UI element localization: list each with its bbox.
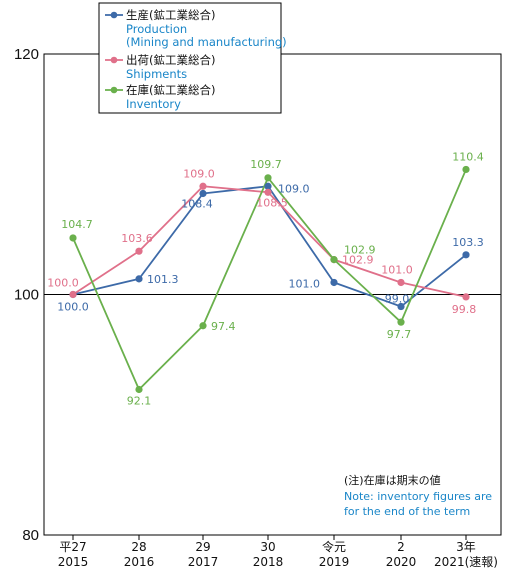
point-inventory-3 bbox=[264, 174, 272, 182]
point-shipments-5 bbox=[397, 278, 405, 287]
data-label-inventory-4: 102.9 bbox=[344, 244, 376, 257]
data-label-inventory-3: 109.7 bbox=[250, 158, 282, 171]
data-label-shipments-2: 109.0 bbox=[183, 167, 215, 180]
legend-swatch-marker-shipments bbox=[110, 56, 118, 64]
point-shipments-6 bbox=[462, 293, 470, 301]
data-labels-group: 100.0 101.3 108.4 109.0 101.0 99.0 103.3 100.0 1… bbox=[47, 150, 484, 407]
point-production-5 bbox=[397, 302, 405, 311]
point-shipments-0 bbox=[69, 290, 77, 299]
data-label-inventory-6: 110.4 bbox=[452, 150, 484, 163]
series-group bbox=[69, 165, 470, 394]
legend-swatch-marker-inventory bbox=[110, 86, 118, 94]
y-axis: 80 100 120 bbox=[14, 46, 39, 544]
point-inventory-2 bbox=[199, 322, 207, 330]
note-jp: (注)在庫は期末の値 bbox=[344, 473, 441, 487]
data-label-production-2: 108.4 bbox=[181, 197, 213, 210]
x-tick-label-1-line-1: 28 bbox=[131, 540, 146, 554]
data-label-inventory-5: 97.7 bbox=[387, 328, 412, 341]
x-tick-label-3-line-1: 30 bbox=[260, 540, 275, 554]
note-en-line-2: for the end of the term bbox=[344, 505, 470, 518]
y-tick-label-80: 80 bbox=[22, 527, 39, 544]
data-label-production-4: 101.0 bbox=[289, 277, 321, 290]
point-inventory-1 bbox=[135, 385, 143, 394]
legend-items: 生産(鉱工業総合)Production(Mining and manufactu… bbox=[105, 8, 287, 111]
point-inventory-6 bbox=[462, 165, 470, 174]
point-production-2 bbox=[199, 189, 207, 198]
data-label-inventory-1: 92.1 bbox=[127, 394, 152, 407]
data-label-production-0: 100.0 bbox=[57, 301, 89, 314]
x-tick-label-6-line-1: 3年 bbox=[456, 540, 476, 554]
note-en-line-1: Note: inventory figures are bbox=[344, 490, 492, 503]
point-shipments-1 bbox=[135, 247, 143, 255]
legend: 生産(鉱工業総合)Production(Mining and manufactu… bbox=[98, 2, 287, 114]
x-tick-label-5-line-1: 2 bbox=[397, 540, 405, 554]
legend-label-en-production: Production bbox=[126, 22, 187, 36]
point-inventory-5 bbox=[397, 318, 405, 326]
x-tick-label-5-line-2: 2020 bbox=[386, 555, 417, 569]
legend-swatch-marker-production bbox=[110, 11, 118, 19]
point-production-3 bbox=[264, 182, 272, 190]
x-tick-label-6-line-2: 2021(速報) bbox=[434, 555, 498, 569]
data-label-shipments-4: 102.9 bbox=[342, 254, 374, 267]
data-label-shipments-0: 100.0 bbox=[47, 277, 79, 290]
data-label-shipments-5: 101.0 bbox=[381, 263, 413, 276]
data-label-shipments-1: 103.6 bbox=[121, 232, 153, 245]
legend-label-en-inventory: Inventory bbox=[126, 97, 181, 111]
data-label-inventory-2: 97.4 bbox=[211, 320, 236, 333]
point-inventory-4 bbox=[330, 256, 338, 264]
legend-label-inventory: 在庫(鉱工業総合) bbox=[126, 83, 215, 97]
x-tick-label-1-line-2: 2016 bbox=[124, 555, 155, 569]
x-tick-label-0-line-2: 2015 bbox=[58, 555, 89, 569]
point-production-6 bbox=[462, 251, 470, 259]
data-label-shipments-3: 108.5 bbox=[256, 196, 288, 209]
data-label-inventory-0: 104.7 bbox=[61, 218, 93, 231]
data-label-production-1: 101.3 bbox=[147, 273, 179, 286]
data-label-production-6: 103.3 bbox=[452, 236, 484, 249]
y-tick-label-100: 100 bbox=[14, 287, 39, 304]
data-label-production-5: 99.0 bbox=[385, 293, 410, 306]
point-inventory-0 bbox=[69, 234, 77, 242]
legend-label-production: 生産(鉱工業総合) bbox=[126, 8, 215, 22]
data-label-shipments-6: 99.8 bbox=[452, 303, 477, 316]
legend-label-en-shipments: Shipments bbox=[126, 67, 187, 81]
note: (注)在庫は期末の値 Note: inventory figures are f… bbox=[344, 473, 492, 518]
legend-label-shipments: 出荷(鉱工業総合) bbox=[126, 53, 215, 67]
data-label-production-3: 109.0 bbox=[278, 182, 310, 195]
x-tick-label-3-line-2: 2018 bbox=[253, 555, 284, 569]
x-tick-label-0-line-1: 平27 bbox=[59, 540, 86, 554]
y-tick-label-120: 120 bbox=[14, 46, 39, 63]
x-tick-label-4-line-2: 2019 bbox=[319, 555, 350, 569]
x-tick-label-2-line-1: 29 bbox=[195, 540, 210, 554]
point-production-4 bbox=[330, 278, 338, 287]
legend-box bbox=[98, 2, 282, 114]
point-production-1 bbox=[135, 275, 143, 283]
point-shipments-2 bbox=[199, 182, 207, 190]
x-tick-label-4-line-1: 令元 bbox=[322, 539, 346, 554]
x-tick-label-2-line-2: 2017 bbox=[188, 555, 219, 569]
legend-label-en2-production: (Mining and manufacturing) bbox=[126, 35, 287, 49]
point-shipments-3 bbox=[264, 188, 272, 196]
